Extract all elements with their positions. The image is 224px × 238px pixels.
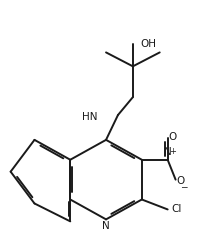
Text: OH: OH — [141, 40, 157, 50]
Text: HN: HN — [82, 112, 97, 122]
Text: O: O — [177, 176, 185, 186]
Text: N: N — [164, 147, 172, 157]
Text: Cl: Cl — [172, 204, 182, 214]
Text: −: − — [180, 182, 188, 191]
Text: O: O — [169, 132, 177, 142]
Text: +: + — [169, 148, 176, 156]
Text: N: N — [102, 221, 110, 231]
